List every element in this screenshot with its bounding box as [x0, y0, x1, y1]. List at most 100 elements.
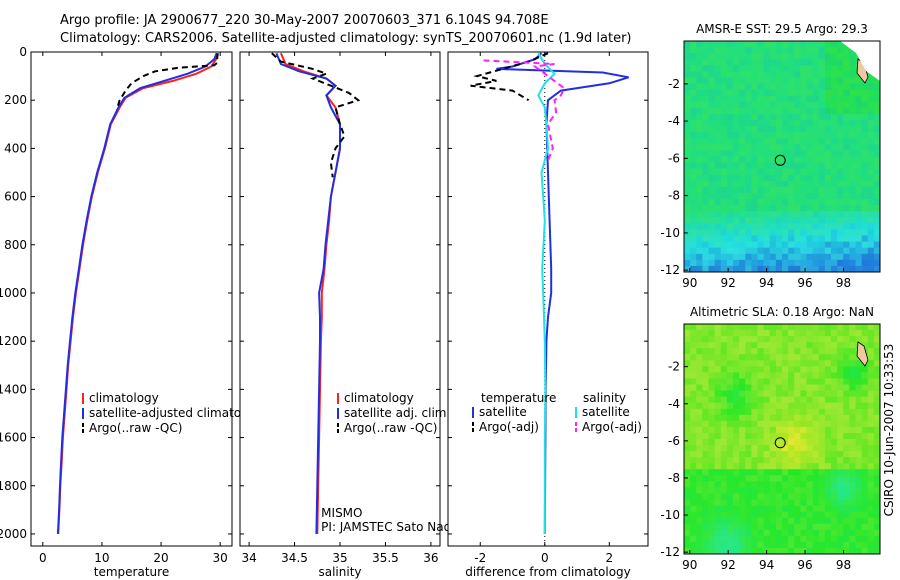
- map-cell: [763, 53, 771, 60]
- map-cell: [708, 223, 716, 230]
- map-cell: [763, 366, 771, 373]
- map-cell: [837, 199, 844, 206]
- map-cell: [757, 205, 765, 212]
- map-cell: [831, 211, 838, 218]
- map-cell: [873, 205, 881, 212]
- map-cell: [837, 241, 844, 249]
- map-cell: [684, 426, 691, 434]
- map-cell: [739, 541, 746, 549]
- map-cell: [873, 378, 881, 386]
- map-cell: [702, 229, 710, 237]
- map-cell: [855, 324, 863, 331]
- map-cell: [726, 348, 734, 355]
- map-cell: [684, 463, 691, 470]
- map-cell: [702, 336, 710, 343]
- map-cell: [812, 59, 820, 66]
- map-cell: [843, 330, 850, 337]
- map-cell: [733, 253, 740, 261]
- map-cell: [775, 71, 783, 78]
- map-cell: [824, 89, 832, 97]
- map-cell: [751, 348, 759, 355]
- map-cell: [726, 223, 734, 230]
- map-cell: [696, 132, 703, 139]
- map-cell: [861, 366, 869, 373]
- map-cell: [690, 113, 697, 121]
- map-cell: [708, 475, 716, 482]
- map-cell: [831, 126, 838, 133]
- map-cell: [690, 192, 697, 200]
- map-cell: [684, 330, 691, 337]
- map-cell: [757, 180, 765, 188]
- map-cell: [708, 499, 716, 507]
- map-cell: [763, 414, 771, 422]
- map-cell: [684, 517, 691, 525]
- map-cell: [769, 432, 777, 440]
- map-cell: [788, 101, 795, 109]
- map-cell: [843, 168, 850, 176]
- map-cell: [757, 253, 765, 261]
- map-cell: [843, 83, 850, 91]
- map-cell: [708, 113, 716, 121]
- map-cell: [788, 420, 795, 428]
- map-cell: [788, 138, 795, 145]
- map-cell: [720, 451, 728, 458]
- map-cell: [745, 95, 752, 103]
- map-cell: [757, 259, 765, 267]
- map-cell: [824, 505, 832, 513]
- map-cell: [861, 499, 869, 507]
- map-cell: [861, 463, 869, 470]
- map-cell: [867, 192, 875, 200]
- map-cell: [849, 253, 857, 261]
- map-cell: [739, 372, 746, 379]
- map-cell: [696, 481, 703, 488]
- map-cell: [714, 463, 722, 470]
- map-cell: [739, 132, 746, 139]
- map-cell: [837, 396, 844, 404]
- map-cell: [800, 217, 808, 224]
- map-cell: [800, 211, 808, 218]
- map-cell: [824, 451, 832, 458]
- map-cell: [867, 253, 875, 261]
- map-cell: [763, 235, 771, 243]
- map-cell: [794, 156, 801, 164]
- map-cell: [739, 77, 746, 85]
- map-cell: [726, 487, 734, 494]
- map-cell: [861, 211, 869, 218]
- map-cell: [751, 354, 759, 361]
- map-cell: [806, 180, 814, 188]
- map-cell: [824, 535, 832, 543]
- map-cell: [831, 223, 838, 230]
- map-cell: [769, 77, 777, 85]
- map-cell: [849, 113, 857, 121]
- map-cell: [684, 180, 691, 188]
- map-cell: [837, 517, 844, 525]
- map-cell: [873, 330, 881, 337]
- map-cell: [733, 499, 740, 507]
- map-cell: [757, 47, 765, 54]
- map-cell: [824, 205, 832, 212]
- map-cell: [690, 523, 697, 531]
- map-cell: [696, 360, 703, 367]
- map-cell: [702, 59, 710, 66]
- map-cell: [690, 95, 697, 103]
- map-cell: [806, 463, 814, 470]
- map-cell: [855, 138, 863, 145]
- map-cell: [739, 144, 746, 151]
- map-cell: [818, 511, 826, 519]
- map-cell: [782, 77, 789, 85]
- map-cell: [720, 199, 728, 206]
- map-cell: [763, 324, 771, 331]
- map-cell: [684, 211, 691, 218]
- map-cell: [696, 113, 703, 121]
- map-cell: [837, 366, 844, 373]
- map-cell: [714, 162, 722, 170]
- map-cell: [720, 247, 728, 255]
- map-cell: [720, 217, 728, 224]
- map-cell: [745, 180, 752, 188]
- map-cell: [739, 168, 746, 176]
- map-cell: [763, 432, 771, 440]
- map-cell: [788, 126, 795, 133]
- map-cell: [843, 95, 850, 103]
- map-cell: [714, 505, 722, 513]
- map-cell: [800, 469, 808, 476]
